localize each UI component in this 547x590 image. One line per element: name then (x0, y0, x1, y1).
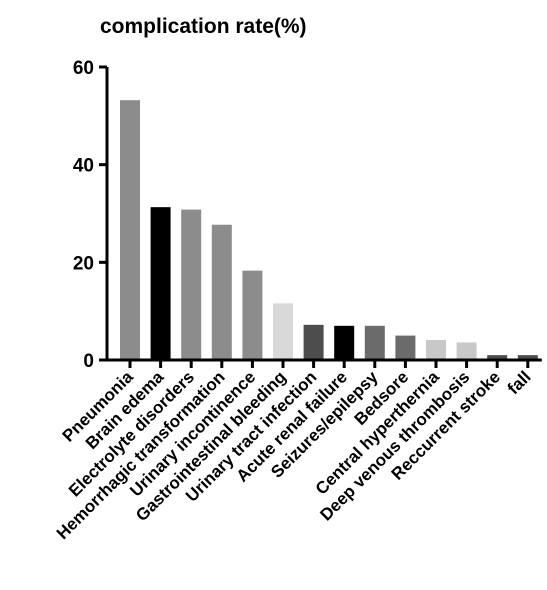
bar (487, 355, 508, 360)
bar (395, 335, 416, 360)
y-axis: 0 20 40 60 (73, 58, 109, 372)
bar (150, 207, 171, 360)
bar (242, 270, 263, 360)
bar (273, 303, 293, 360)
bar (364, 325, 385, 360)
bar (303, 324, 324, 360)
bar (120, 100, 140, 360)
y-tick-label: 60 (73, 58, 94, 79)
bars (120, 100, 538, 360)
bar (456, 342, 477, 360)
bar (426, 339, 446, 360)
chart-title: complication rate(%) (100, 15, 307, 38)
bar (517, 355, 538, 360)
y-tick-label: 20 (73, 253, 94, 274)
y-tick-label: 0 (83, 351, 94, 372)
bar (211, 224, 232, 360)
bar (334, 325, 355, 360)
bar (181, 209, 202, 360)
x-tick-label: fall (504, 367, 535, 398)
y-tick-label: 40 (73, 156, 94, 177)
